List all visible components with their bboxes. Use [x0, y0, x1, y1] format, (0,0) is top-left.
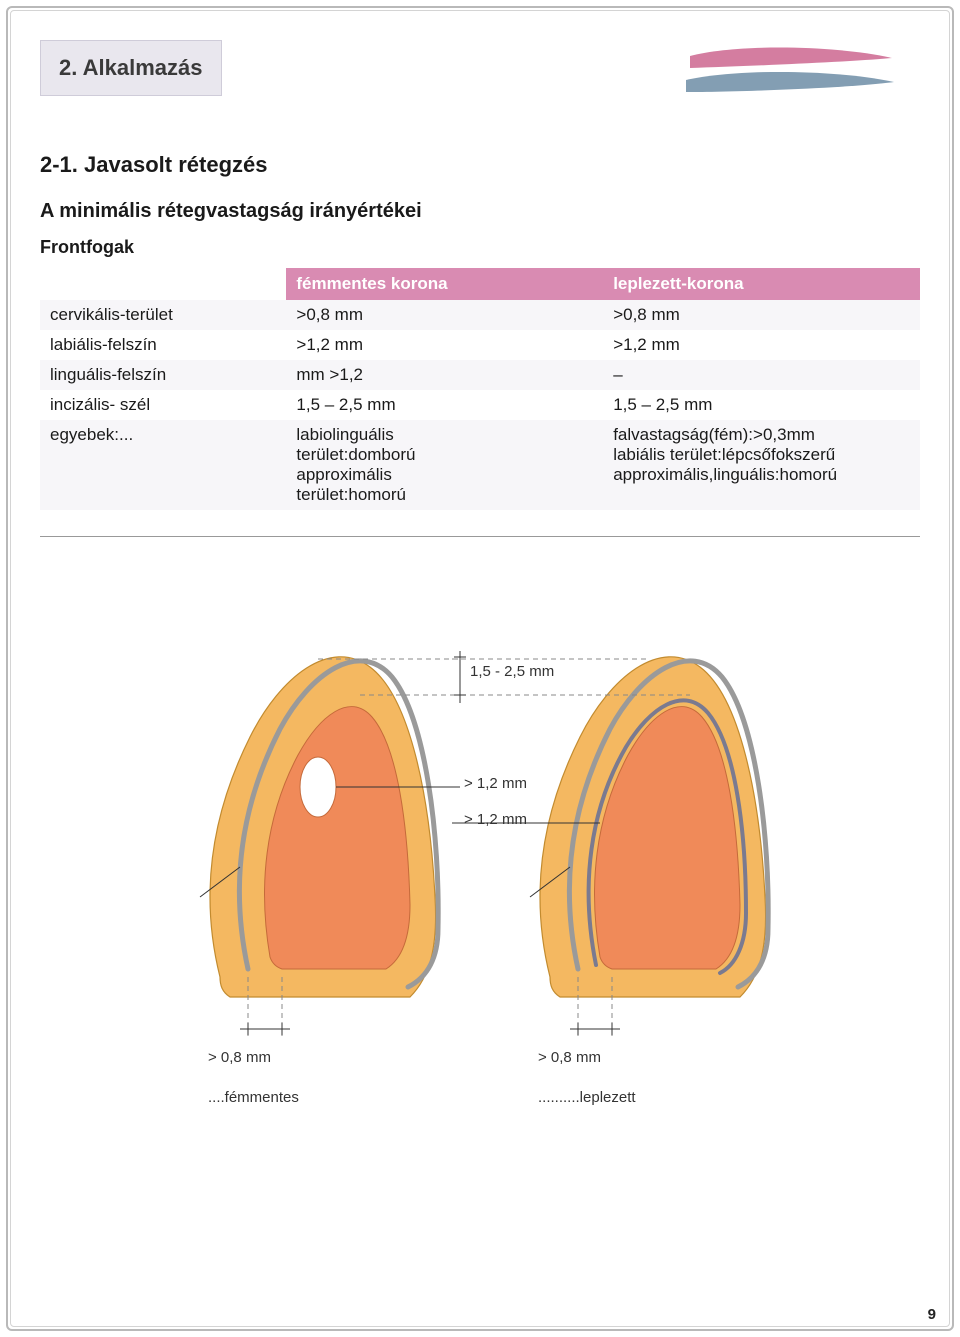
cell-value: –: [603, 360, 920, 390]
cell-value: >0,8 mm: [603, 300, 920, 330]
section-title-tab: 2. Alkalmazás: [40, 40, 222, 96]
dim-right-bottom: > 0,8 mm: [538, 1049, 601, 1066]
subsection-heading: 2-1. Javasolt rétegzés: [40, 152, 920, 178]
dim-mid2-label: > 1,2 mm: [464, 811, 527, 828]
cell-value: labiolinguális terület:domború approximá…: [286, 420, 603, 510]
table-header-col3: leplezett-korona: [603, 268, 920, 300]
dim-top-label: 1,5 - 2,5 mm: [470, 663, 554, 680]
cell-label: egyebek:...: [40, 420, 286, 510]
cell-value: >1,2 mm: [286, 330, 603, 360]
section-title: 2. Alkalmazás: [59, 55, 203, 80]
cell-label: labiális-felszín: [40, 330, 286, 360]
cell-value: >1,2 mm: [603, 330, 920, 360]
section-divider: [40, 536, 920, 537]
table-row: egyebek:... labiolinguális terület:dombo…: [40, 420, 920, 510]
table-header-empty: [40, 268, 286, 300]
table-header-row: fémmentes korona leplezett-korona: [40, 268, 920, 300]
cell-value: mm >1,2: [286, 360, 603, 390]
table-row: cervikális-terület >0,8 mm >0,8 mm: [40, 300, 920, 330]
caption-right: ..........leplezett: [538, 1089, 636, 1106]
layer-thickness-table: fémmentes korona leplezett-korona cervik…: [40, 268, 920, 510]
page-number: 9: [928, 1306, 936, 1323]
cell-value: 1,5 – 2,5 mm: [286, 390, 603, 420]
tooth-diagram-figure: 1,5 - 2,5 mm > 1,2 mm > 1,2 mm > 0,8 mm …: [40, 597, 920, 1157]
table-row: labiális-felszín >1,2 mm >1,2 mm: [40, 330, 920, 360]
tooth-left: [200, 657, 460, 1037]
table-row: incizális- szél 1,5 – 2,5 mm 1,5 – 2,5 m…: [40, 390, 920, 420]
table-header-col2: fémmentes korona: [286, 268, 603, 300]
tooth-right: [452, 657, 768, 1037]
cell-value: >0,8 mm: [286, 300, 603, 330]
cell-value: 1,5 – 2,5 mm: [603, 390, 920, 420]
cell-label: incizális- szél: [40, 390, 286, 420]
cell-value: falvastagság(fém):>0,3mm labiális terüle…: [603, 420, 920, 510]
page-content: 2. Alkalmazás 2-1. Javasolt rétegzés A m…: [40, 40, 920, 1307]
cell-label: cervikális-terület: [40, 300, 286, 330]
dim-mid1-label: > 1,2 mm: [464, 775, 527, 792]
table-row: linguális-felszín mm >1,2 –: [40, 360, 920, 390]
caption-left: ....fémmentes: [208, 1089, 299, 1106]
cell-label: linguális-felszín: [40, 360, 286, 390]
subsection-number: 2-1.: [40, 152, 78, 177]
group-name: Frontfogak: [40, 237, 920, 258]
subsection-subtitle: A minimális rétegvastagság irányértékei: [40, 200, 920, 223]
dim-left-bottom: > 0,8 mm: [208, 1049, 271, 1066]
tooth-diagram-svg: [40, 597, 920, 1157]
subsection-title: Javasolt rétegzés: [84, 152, 267, 177]
